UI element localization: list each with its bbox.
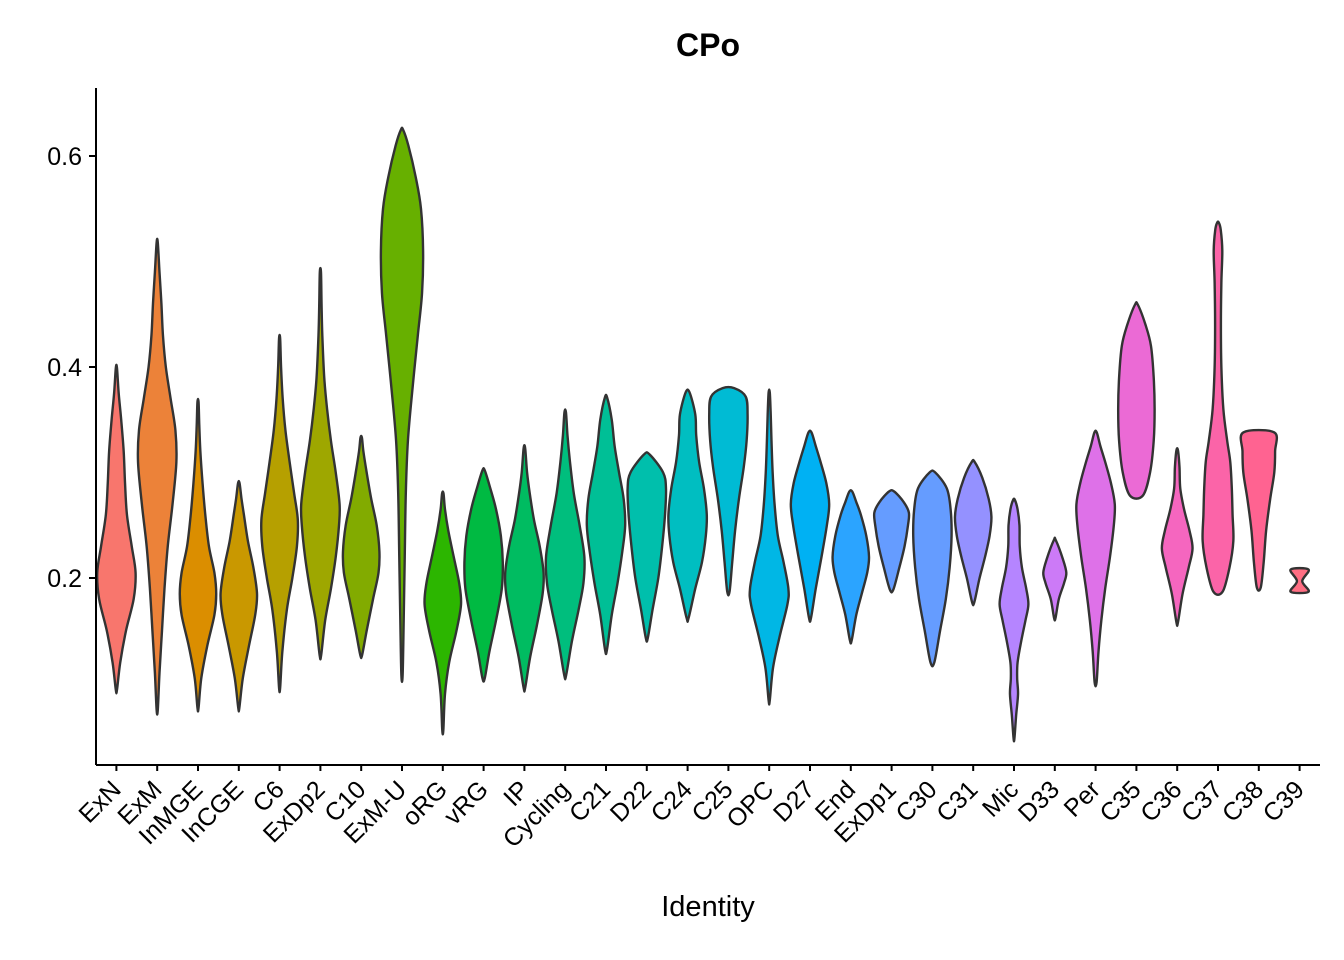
violin-IP bbox=[503, 444, 545, 693]
violin-Cycling bbox=[544, 408, 586, 681]
violin-C21 bbox=[585, 393, 627, 656]
y-tick-label-0.2: 0.2 bbox=[47, 565, 82, 593]
violin-ExDp1 bbox=[872, 488, 911, 594]
y-tick-label-0.4: 0.4 bbox=[47, 354, 82, 382]
violin-D22 bbox=[626, 451, 668, 643]
violin-Mic bbox=[998, 497, 1030, 743]
violins-group bbox=[95, 126, 1311, 743]
violin-C10 bbox=[341, 434, 381, 660]
violin-InMGE bbox=[178, 397, 218, 713]
violin-C37 bbox=[1201, 220, 1235, 596]
y-ticks-group: 0.2 0.4 0.6 bbox=[47, 143, 96, 593]
violin-oRG bbox=[423, 490, 463, 736]
violin-C24 bbox=[667, 388, 709, 623]
violin-C35 bbox=[1116, 301, 1156, 500]
y-tick-label-0.6: 0.6 bbox=[47, 143, 82, 171]
violin-C39 bbox=[1289, 566, 1311, 595]
violin-C6 bbox=[260, 333, 300, 694]
x-axis-title: Identity bbox=[661, 891, 755, 923]
violin-OPC bbox=[748, 388, 790, 706]
violin-End bbox=[831, 489, 871, 645]
violin-C36 bbox=[1160, 447, 1194, 628]
violin-ExM-U bbox=[379, 126, 425, 684]
violin-D27 bbox=[789, 429, 831, 623]
violin-C25 bbox=[707, 385, 749, 597]
violin-C30 bbox=[911, 469, 953, 668]
violin-D33 bbox=[1042, 536, 1068, 622]
violin-Per bbox=[1075, 429, 1117, 688]
chart-title: CPo bbox=[676, 27, 740, 63]
violin-ExM bbox=[136, 237, 178, 716]
violin-C38 bbox=[1239, 428, 1279, 592]
violin-C31 bbox=[953, 458, 993, 607]
violin-vRG bbox=[463, 466, 505, 683]
violin-ExN bbox=[95, 363, 137, 695]
violin-ExDp2 bbox=[299, 266, 342, 661]
violin-InCGE bbox=[219, 479, 259, 713]
